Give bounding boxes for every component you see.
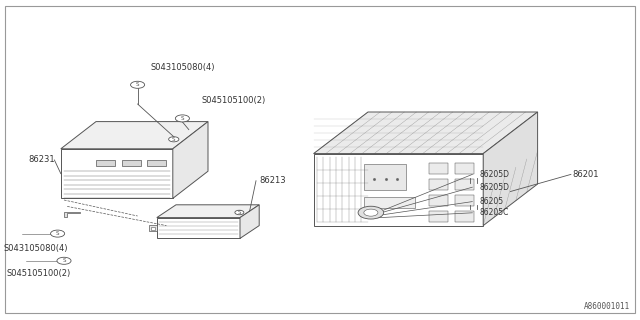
Circle shape [169, 137, 179, 142]
Text: S045105100(2): S045105100(2) [6, 269, 70, 278]
Text: 86205C: 86205C [480, 208, 509, 217]
Text: S043105080(4): S043105080(4) [150, 63, 215, 72]
Bar [365, 164, 406, 189]
Polygon shape [61, 149, 173, 198]
Circle shape [51, 230, 65, 237]
Text: S043105080(4): S043105080(4) [3, 244, 68, 252]
Text: S: S [180, 116, 184, 121]
Polygon shape [314, 112, 538, 154]
Text: 86213: 86213 [259, 176, 286, 185]
Circle shape [364, 209, 378, 216]
Text: S: S [56, 231, 60, 236]
Text: 86205: 86205 [480, 197, 504, 206]
Bar [454, 195, 474, 206]
Text: A860001011: A860001011 [584, 302, 630, 311]
Polygon shape [61, 122, 208, 149]
Polygon shape [157, 218, 240, 238]
Bar [429, 179, 448, 190]
Bar [454, 211, 474, 222]
Text: 86201: 86201 [573, 170, 599, 179]
Bar [429, 211, 448, 222]
Text: S: S [136, 82, 140, 87]
Bar [96, 160, 115, 166]
Text: 86231: 86231 [29, 156, 56, 164]
Bar [149, 225, 157, 231]
Text: 86205D: 86205D [480, 170, 510, 179]
Bar [429, 163, 448, 174]
Circle shape [358, 206, 384, 219]
Polygon shape [64, 212, 80, 217]
Text: 86205D: 86205D [480, 183, 510, 192]
Circle shape [235, 210, 244, 215]
Bar [365, 197, 415, 208]
Bar [429, 195, 448, 206]
Polygon shape [314, 154, 483, 226]
Bar [147, 160, 166, 166]
Circle shape [175, 115, 189, 122]
Polygon shape [483, 112, 538, 226]
Text: S: S [62, 258, 66, 263]
Polygon shape [240, 205, 259, 238]
Bar [454, 179, 474, 190]
Text: S: S [172, 137, 175, 142]
Circle shape [131, 81, 145, 88]
Circle shape [57, 257, 71, 264]
Text: S045105100(2): S045105100(2) [202, 96, 266, 105]
Polygon shape [173, 122, 208, 198]
Polygon shape [157, 205, 259, 218]
Bar [122, 160, 141, 166]
Bar [151, 227, 155, 230]
Bar [454, 163, 474, 174]
Text: S: S [237, 210, 241, 215]
